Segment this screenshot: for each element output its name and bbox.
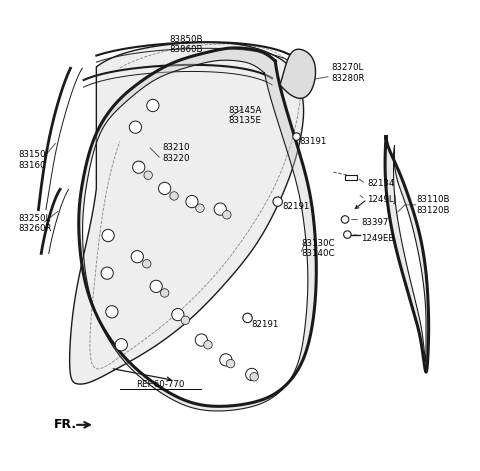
Circle shape [102, 229, 114, 242]
Circle shape [115, 339, 127, 351]
Circle shape [223, 211, 231, 219]
Polygon shape [385, 137, 429, 372]
Text: 83110B
83120B: 83110B 83120B [417, 195, 450, 215]
Circle shape [147, 99, 159, 112]
Circle shape [344, 231, 351, 238]
Circle shape [150, 280, 162, 292]
Polygon shape [280, 49, 315, 98]
Circle shape [195, 334, 207, 346]
Circle shape [227, 359, 235, 368]
Bar [345, 175, 357, 180]
Circle shape [158, 182, 171, 195]
Text: 1249LJ: 1249LJ [367, 195, 396, 204]
Polygon shape [70, 42, 303, 384]
Circle shape [101, 267, 113, 279]
Text: 83270L
83280R: 83270L 83280R [332, 63, 365, 83]
Circle shape [246, 368, 258, 381]
Text: 1249EB: 1249EB [361, 234, 395, 243]
Circle shape [250, 373, 258, 381]
Circle shape [204, 341, 212, 349]
Circle shape [181, 316, 190, 325]
Circle shape [106, 306, 118, 318]
Text: 83145A
83135E: 83145A 83135E [228, 106, 262, 125]
Text: REF.60-770: REF.60-770 [136, 380, 184, 390]
Polygon shape [79, 48, 316, 411]
Text: 82191: 82191 [282, 202, 310, 211]
Circle shape [129, 121, 142, 133]
Circle shape [144, 171, 152, 179]
Text: 83850B
83860B: 83850B 83860B [169, 35, 203, 55]
Text: 82134: 82134 [367, 179, 395, 188]
Text: 83150
83160: 83150 83160 [19, 150, 46, 170]
Text: 82191: 82191 [252, 320, 279, 330]
Circle shape [273, 197, 282, 206]
Circle shape [160, 289, 169, 297]
Circle shape [186, 195, 198, 208]
Circle shape [196, 204, 204, 212]
Text: 83250L
83260R: 83250L 83260R [19, 214, 52, 234]
Circle shape [214, 203, 227, 215]
Circle shape [243, 313, 252, 323]
Text: 83210
83220: 83210 83220 [162, 143, 190, 163]
Text: FR.: FR. [54, 418, 77, 431]
Circle shape [220, 354, 232, 366]
Circle shape [143, 260, 151, 268]
Circle shape [341, 216, 349, 223]
Text: 83397: 83397 [361, 218, 388, 227]
Text: 83130C
83140C: 83130C 83140C [301, 238, 335, 258]
Circle shape [172, 309, 184, 321]
Text: 83191: 83191 [299, 137, 326, 146]
Circle shape [293, 133, 300, 140]
Circle shape [170, 192, 178, 200]
Circle shape [131, 251, 144, 263]
Circle shape [132, 161, 145, 173]
